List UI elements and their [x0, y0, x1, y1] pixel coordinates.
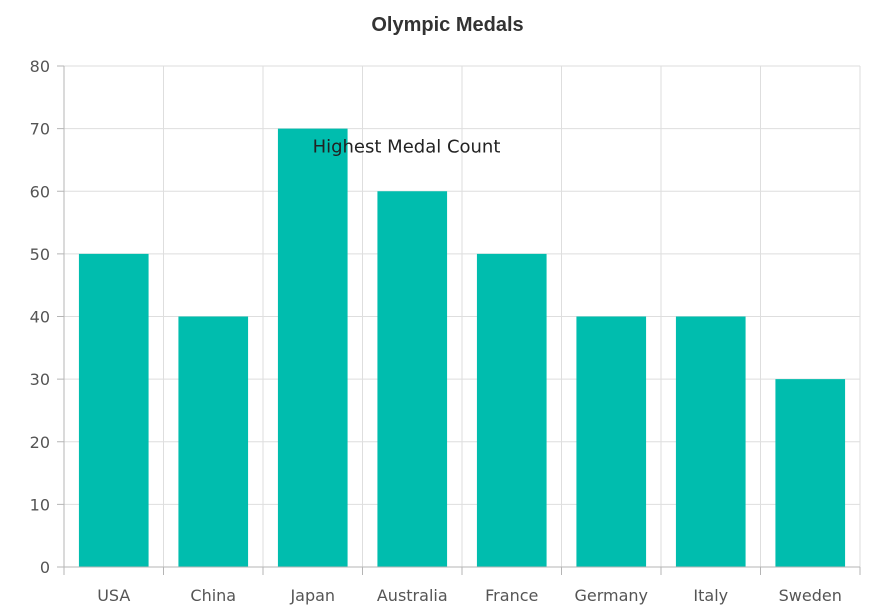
y-tick-label: 30 — [30, 370, 50, 389]
x-tick-label: Sweden — [779, 586, 842, 605]
x-tick-label: USA — [97, 586, 130, 605]
x-tick-label: Japan — [289, 586, 335, 605]
y-tick-label: 50 — [30, 245, 50, 264]
y-tick-label: 0 — [40, 558, 50, 577]
chart-title: Olympic Medals — [371, 14, 524, 36]
bar-france[interactable] — [476, 253, 547, 567]
x-tick-label: France — [485, 586, 538, 605]
bar-sweden[interactable] — [775, 379, 846, 567]
y-tick-label: 40 — [30, 308, 50, 327]
bar-usa[interactable] — [78, 253, 149, 567]
bar-germany[interactable] — [576, 316, 647, 568]
bar-australia[interactable] — [377, 191, 448, 567]
bar-china[interactable] — [178, 316, 249, 568]
x-tick-label: Germany — [574, 586, 648, 605]
y-tick-label: 70 — [30, 120, 50, 139]
bars — [78, 128, 846, 568]
annotation-label: Highest Medal Count — [313, 137, 501, 158]
x-tick-label: Australia — [377, 586, 448, 605]
x-tick-label: Italy — [693, 586, 728, 605]
labels: 0 10 20 30 40 50 60 70 80 USA China Japan Australia F… — [30, 57, 842, 605]
y-tick-label: 20 — [30, 433, 50, 452]
axes — [57, 65, 861, 575]
x-tick-label: China — [190, 586, 236, 605]
bar-japan[interactable] — [277, 128, 348, 567]
bar-italy[interactable] — [675, 316, 746, 568]
y-tick-label: 80 — [30, 57, 50, 76]
y-tick-label: 60 — [30, 182, 50, 201]
y-tick-label: 10 — [30, 495, 50, 514]
